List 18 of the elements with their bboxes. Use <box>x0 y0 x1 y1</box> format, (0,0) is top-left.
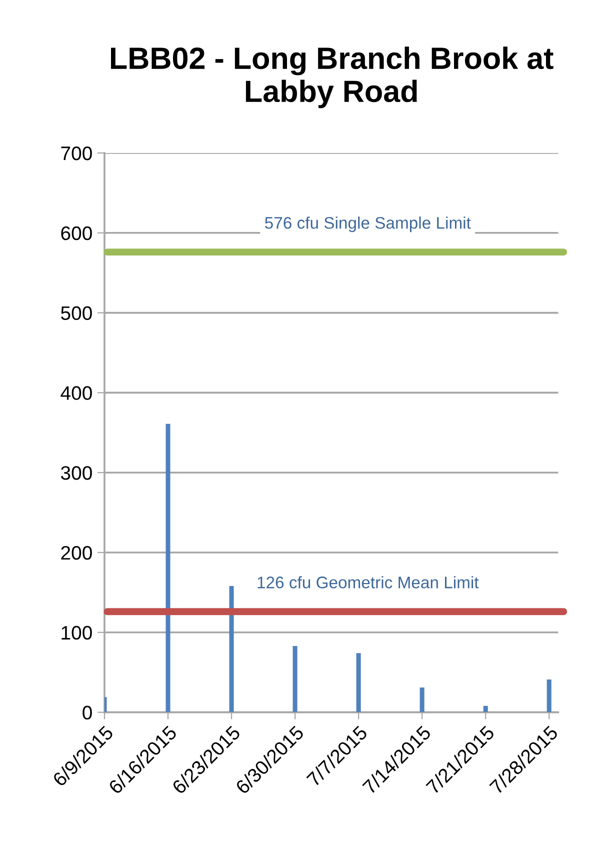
ref-line-label: 576 cfu Single Sample Limit <box>265 216 471 232</box>
y-tick-label: 300 <box>60 466 92 480</box>
y-tick-label: 400 <box>60 386 92 400</box>
chart-title: LBB02 - Long Branch Brook at Labby Road <box>111 46 554 108</box>
y-tick-label: 100 <box>62 626 92 640</box>
ref-line-label: 126 cfu Geometric Mean Limit <box>258 576 479 588</box>
y-tick-label: 500 <box>61 306 92 320</box>
bar <box>229 586 234 712</box>
y-tick-label: 200 <box>61 546 92 560</box>
bar <box>483 706 488 712</box>
y-tick-label: 0 <box>82 706 92 720</box>
bar <box>166 424 170 712</box>
y-tick-label: 600 <box>61 226 92 240</box>
bar <box>420 688 424 712</box>
bar <box>546 680 552 712</box>
bar <box>356 653 361 712</box>
bar <box>292 646 298 712</box>
y-tick-label: 700 <box>61 146 92 160</box>
